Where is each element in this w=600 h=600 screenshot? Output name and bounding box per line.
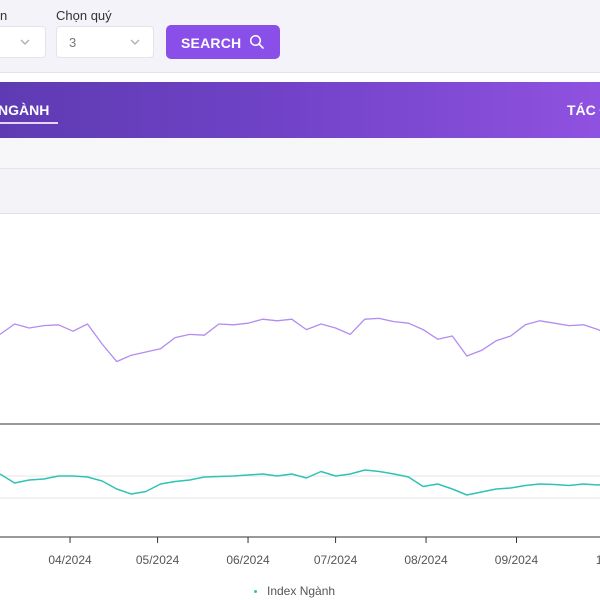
search-button-label: SEARCH (181, 35, 242, 51)
filter-bar: n Chọn quý 3 SEARCH (0, 0, 600, 73)
quarter-select-value: 3 (69, 35, 77, 50)
x-ticks (69, 537, 517, 543)
x-tick-label: 07/2024 (314, 553, 358, 567)
period-label: n (0, 8, 8, 23)
tab-tac-dong[interactable]: TÁC Đ (567, 102, 600, 118)
legend-marker (254, 590, 257, 594)
search-icon (249, 34, 264, 49)
chart-legend[interactable]: Index Ngành (254, 584, 335, 598)
chevron-down-icon (20, 39, 30, 45)
x-tick-labels: 04/2024 05/2024 06/2024 07/2024 08/2024 09/20… (48, 553, 600, 567)
chart-header-band (0, 169, 600, 214)
x-tick-label: 09/2024 (495, 553, 539, 567)
quarter-label: Chọn quý (56, 8, 112, 23)
active-tab-indicator (0, 122, 58, 124)
search-button[interactable]: SEARCH (166, 25, 280, 59)
toolbar-band (0, 138, 600, 169)
chevron-down-icon (130, 39, 140, 45)
legend-label-index: Index Ngành (267, 584, 336, 598)
x-tick-label: 04/2024 (48, 553, 92, 567)
quarter-select[interactable]: 3 (56, 26, 154, 58)
period-select[interactable] (0, 26, 46, 58)
tab-nganh[interactable]: NGÀNH (0, 102, 50, 118)
chart-area: 04/2024 05/2024 06/2024 07/2024 08/2024 09/20… (0, 317, 600, 567)
tab-bar: NGÀNH TÁC Đ (0, 82, 600, 138)
x-tick-label: 08/2024 (404, 553, 448, 567)
price-series-line (0, 317, 600, 363)
x-tick-label: 06/2024 (226, 553, 270, 567)
x-tick-label: 10/ (596, 553, 600, 567)
x-tick-label: 05/2024 (136, 553, 180, 567)
index-series-line (0, 469, 600, 496)
